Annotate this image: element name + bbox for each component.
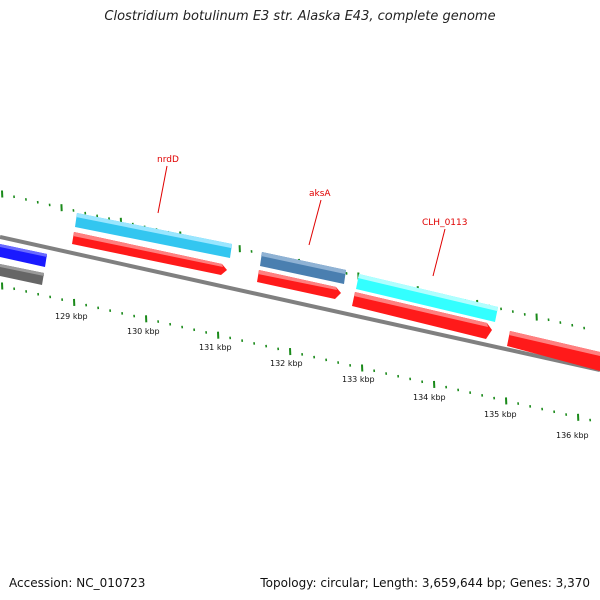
accession-text: Accession: NC_010723 [9, 576, 146, 590]
tick-label: 129 kbp [55, 312, 88, 321]
cds-arrow-1 [72, 232, 227, 275]
feature-block-blue [0, 244, 47, 267]
cds-arrow-2 [257, 270, 341, 299]
tick-label: 130 kbp [127, 327, 160, 336]
kbp-labels: 129 kbp 130 kbp 131 kbp 132 kbp 133 kbp … [55, 312, 589, 440]
genome-summary-text: Topology: circular; Length: 3,659,644 bp… [260, 576, 590, 590]
gene-label-aksA: aksA [309, 189, 331, 199]
tick-label: 135 kbp [484, 410, 517, 419]
gene-label-nrdD: nrdD [157, 155, 179, 165]
lower-tick-track [1, 282, 592, 422]
tick-label: 136 kbp [556, 431, 589, 440]
tick-label: 131 kbp [199, 343, 232, 352]
feature-block-steel-blue-aksA [260, 252, 346, 284]
gene-label-CLH_0113: CLH_0113 [422, 218, 467, 228]
gene-leader-aksA [308, 199, 322, 246]
feature-block-cyan-CLH_0113 [356, 274, 498, 322]
tick-label: 132 kbp [270, 359, 303, 368]
feature-block-gray [0, 264, 44, 285]
tick-label: 133 kbp [342, 375, 375, 384]
feature-block-light-blue-nrdD [75, 213, 232, 258]
genome-backbone [0, 235, 600, 372]
tick-label: 134 kbp [413, 393, 446, 402]
gene-leader-CLH_0113 [432, 228, 446, 277]
cds-arrow-3 [352, 292, 492, 339]
cds-arrow-4 [507, 331, 600, 371]
gene-leader-nrdD [157, 165, 168, 214]
page-title: Clostridium botulinum E3 str. Alaska E43… [104, 9, 496, 24]
